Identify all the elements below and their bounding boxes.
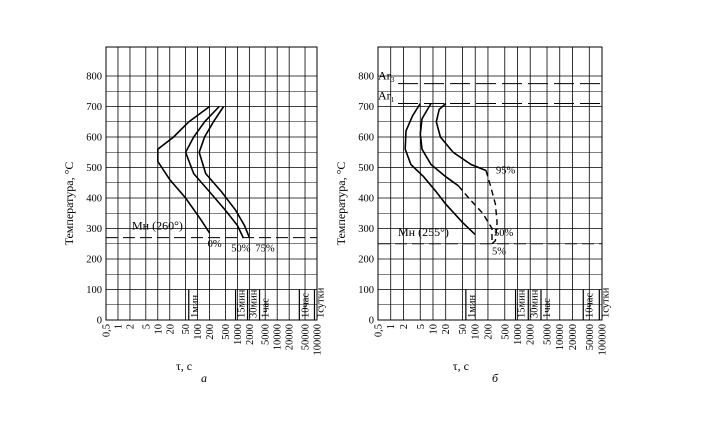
series-label: 95% bbox=[496, 166, 515, 177]
series-line bbox=[157, 105, 211, 234]
x-tick-label: 100 bbox=[471, 324, 482, 340]
x-tick-label: 1000 bbox=[513, 324, 524, 345]
x-tick-label: 50 bbox=[181, 324, 192, 335]
y-tick-label: 100 bbox=[86, 285, 102, 296]
y-tick-label: 400 bbox=[358, 194, 374, 205]
y-tick-label: 800 bbox=[358, 72, 374, 83]
time-mark-label: 1час bbox=[261, 298, 272, 318]
x-tick-label: 10000 bbox=[273, 324, 284, 350]
series-line bbox=[419, 103, 459, 187]
y-tick-label: 0 bbox=[369, 316, 374, 327]
y-tick-label: 400 bbox=[86, 194, 102, 205]
time-mark-label: 10час bbox=[300, 293, 311, 318]
series-line bbox=[184, 105, 244, 238]
x-tick-label: 1 bbox=[113, 324, 124, 329]
ar1-label: Ar₁ bbox=[378, 88, 395, 102]
y-tick-label: 600 bbox=[86, 133, 102, 144]
y-axis-label: Температура, °С bbox=[62, 162, 76, 246]
x-tick-label: 50 bbox=[458, 324, 469, 335]
x-tick-label: 5 bbox=[416, 324, 427, 329]
y-tick-label: 500 bbox=[358, 163, 374, 174]
x-tick-label: 10 bbox=[153, 324, 164, 335]
y-tick-label: 0 bbox=[97, 316, 102, 327]
x-tick-label: 5 bbox=[141, 324, 152, 329]
time-mark-label: 1сутки bbox=[600, 287, 611, 318]
plot-frame bbox=[105, 46, 318, 321]
x-tick-label: 50000 bbox=[585, 324, 596, 350]
x-tick-label: 20000 bbox=[285, 324, 296, 350]
y-axis-label: Температура, °С bbox=[334, 162, 348, 246]
series-line bbox=[435, 102, 487, 172]
time-mark-label: 10час bbox=[584, 293, 595, 318]
x-tick-label: 2000 bbox=[526, 324, 537, 345]
x-tick-label: 10 bbox=[428, 324, 439, 335]
x-tick-label: 5000 bbox=[543, 324, 554, 345]
time-mark-label: 1час bbox=[542, 298, 553, 318]
time-mark-label: 30мин bbox=[249, 289, 260, 318]
time-mark-label: 30мин bbox=[529, 289, 540, 318]
series-line bbox=[404, 103, 476, 236]
time-mark-label: 1мин bbox=[190, 294, 201, 318]
x-axis-label: τ, с bbox=[453, 359, 469, 373]
panel-label: а bbox=[201, 371, 207, 385]
x-tick-label: 100 bbox=[193, 324, 204, 340]
x-tick-label: 500 bbox=[221, 324, 232, 340]
x-tick-label: 200 bbox=[205, 324, 216, 340]
series-label: 0% bbox=[208, 239, 222, 250]
ar3-label: Ar₃ bbox=[378, 69, 395, 83]
series-label: 50% bbox=[494, 228, 513, 239]
x-tick-label: 5000 bbox=[261, 324, 272, 345]
ms-label: Мн (255°) bbox=[398, 225, 449, 239]
ms-label: Мн (260°) bbox=[132, 219, 183, 233]
y-tick-label: 700 bbox=[358, 102, 374, 113]
series-label: 75% bbox=[255, 244, 275, 255]
time-mark-label: 1сутки bbox=[315, 287, 326, 318]
x-tick-label: 50000 bbox=[301, 324, 312, 350]
x-tick-label: 0,5 bbox=[374, 324, 385, 337]
x-tick-label: 20 bbox=[165, 324, 176, 335]
x-tick-label: 200 bbox=[483, 324, 494, 340]
time-mark-label: 1мин bbox=[467, 294, 478, 318]
y-tick-label: 200 bbox=[86, 255, 102, 266]
y-tick-label: 800 bbox=[86, 72, 102, 83]
series-line-dashed bbox=[457, 185, 493, 241]
x-axis-label: τ, с bbox=[176, 359, 192, 373]
y-tick-label: 500 bbox=[86, 163, 102, 174]
x-tick-label: 2000 bbox=[245, 324, 256, 345]
x-tick-label: 20000 bbox=[568, 324, 579, 350]
y-tick-label: 300 bbox=[86, 224, 102, 235]
x-tick-label: 10000 bbox=[555, 324, 566, 350]
x-tick-label: 1 bbox=[386, 324, 397, 329]
y-tick-label: 100 bbox=[358, 285, 374, 296]
y-tick-label: 700 bbox=[86, 102, 102, 113]
panel-label: б bbox=[492, 371, 499, 385]
time-mark-label: 15мин bbox=[517, 289, 528, 318]
series-line-dashed bbox=[485, 170, 498, 245]
y-tick-label: 600 bbox=[358, 133, 374, 144]
series-label: 50% bbox=[231, 244, 251, 255]
x-tick-label: 1000 bbox=[233, 324, 244, 345]
x-tick-label: 20 bbox=[441, 324, 452, 335]
series-line bbox=[198, 106, 251, 238]
y-tick-label: 200 bbox=[358, 255, 374, 266]
y-tick-label: 300 bbox=[358, 224, 374, 235]
time-mark-label: 15мин bbox=[237, 289, 248, 318]
x-tick-label: 100000 bbox=[313, 324, 324, 356]
x-tick-label: 100000 bbox=[598, 324, 609, 356]
x-tick-label: 500 bbox=[500, 324, 511, 340]
x-tick-label: 2 bbox=[399, 324, 410, 329]
x-tick-label: 2 bbox=[125, 324, 136, 329]
series-label: 5% bbox=[492, 246, 506, 257]
x-tick-label: 0,5 bbox=[102, 324, 113, 337]
